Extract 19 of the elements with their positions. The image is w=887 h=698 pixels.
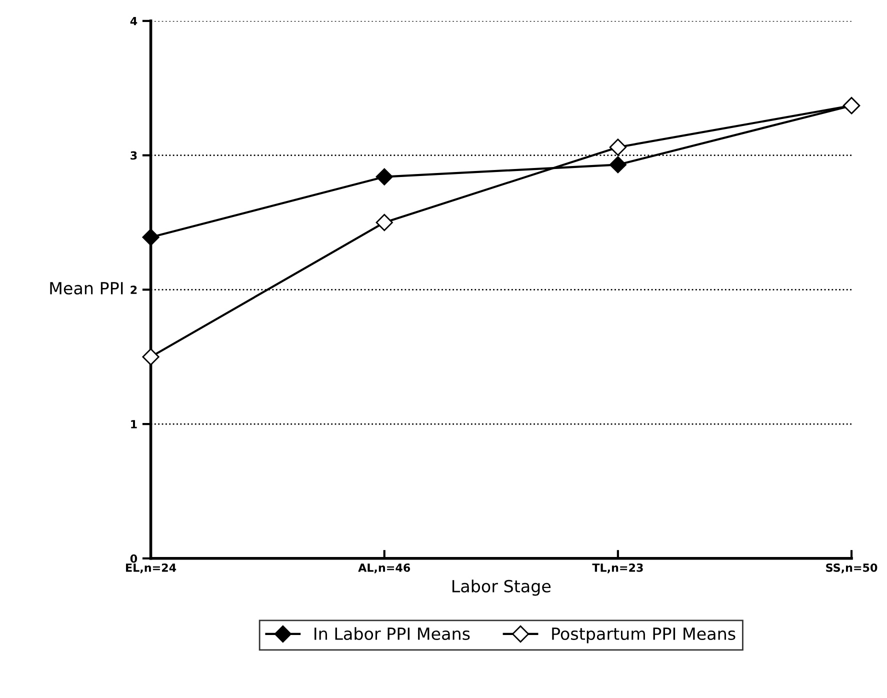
point [609, 156, 626, 174]
x-tick-label: EL,n=24 [126, 563, 176, 574]
point [376, 168, 393, 186]
legend-label: Postpartum PPI Means [552, 628, 736, 644]
x-tick-label: TL,n=23 [592, 563, 643, 574]
y-tick-label: 0 [130, 554, 138, 563]
point [609, 138, 626, 156]
point [142, 348, 160, 366]
y-tick-label: 4 [130, 17, 138, 26]
y-axis-title: Mean PPI [50, 282, 123, 295]
y-tick-label: 3 [130, 151, 137, 160]
point [376, 214, 393, 232]
y-tick-label: 1 [131, 420, 137, 428]
legend-label: In Labor PPI Means [314, 627, 470, 640]
point [142, 228, 160, 246]
y-tick-label: 2 [130, 286, 137, 294]
x-tick-label: SS,n=50 [826, 563, 878, 574]
x-tick-label: AL,n=46 [358, 563, 410, 574]
x-axis-title: Labor Stage [452, 580, 551, 596]
